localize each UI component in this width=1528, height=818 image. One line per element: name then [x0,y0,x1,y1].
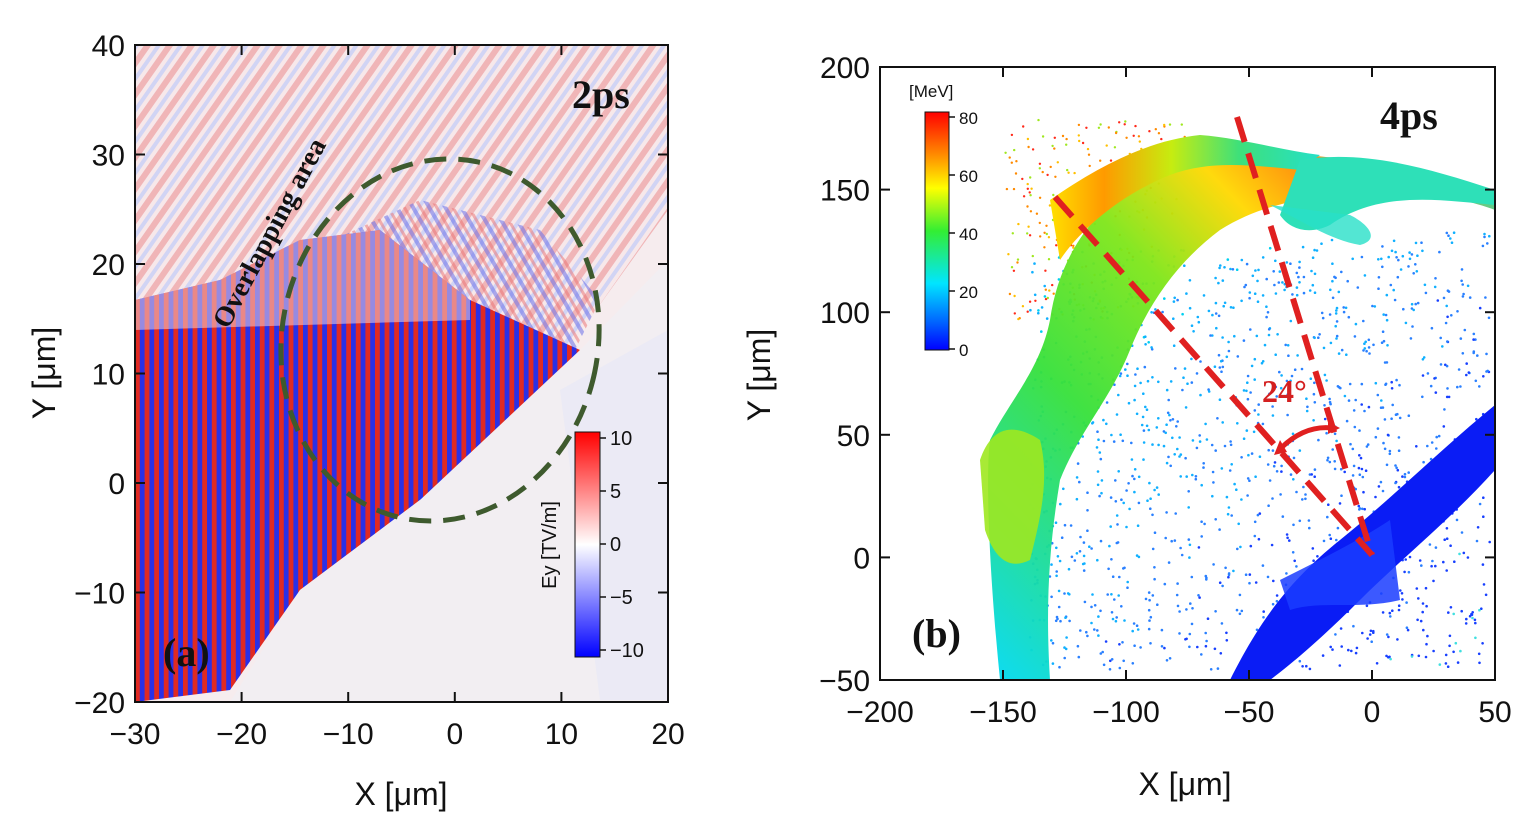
colorbar-b-title: [MeV] [909,82,953,101]
ylabel-b: Y [μm] [741,329,777,422]
time-label-b: 4ps [1380,93,1438,138]
y-tick-label: −20 [74,687,125,720]
x-tick-label: 10 [545,718,578,751]
colorbar-a: Ey [TV/m] 10 5 0 −5 −10 [539,428,644,662]
scatter-particles [880,67,1495,680]
time-label-a: 2ps [572,72,630,117]
y-tick-label: 30 [92,140,125,173]
plot-frame-b [879,66,1496,681]
x-tick-label: −200 [846,696,914,729]
panel-a: Overlapping area 2ps (a) Ey [TV/m] 1050−… [26,30,685,812]
colorbar-tick-label: 40 [959,225,978,244]
heatmap-field [135,45,668,702]
overlap-ellipse [278,156,602,524]
x-tick-label: −20 [216,718,267,751]
xlabel-a: X [μm] [354,776,447,812]
colorbar-tick-label: −10 [610,640,644,662]
colorbar-tick-label: 5 [610,481,621,503]
colorbar-a-label: Ey [TV/m] [539,501,561,589]
x-tick-label: 0 [446,718,463,751]
x-tick-label: −150 [969,696,1037,729]
x-tick-label: 20 [651,718,684,751]
colorbar-tick-label: −5 [610,587,633,609]
y-tick-label: 150 [820,175,870,208]
xlabel-b: X [μm] [1138,766,1231,802]
x-tick-label: −50 [1224,696,1275,729]
y-tick-label: 100 [820,297,870,330]
colorbar-tick-label: 60 [959,167,978,186]
dashed-line-2 [1052,195,1375,557]
colorbar-b: [MeV] 80 60 40 20 0 [909,82,978,360]
y-tick-label: 20 [92,249,125,282]
y-tick-label: 0 [108,468,125,501]
x-tick-label: 50 [1478,696,1511,729]
colorbar-tick-label: 10 [610,428,632,450]
angle-arc [1279,425,1333,450]
panel-label-a: (a) [163,630,210,675]
colorbar-tick-label: 0 [610,534,621,556]
panel-label-b: (b) [912,611,961,656]
y-tick-label: 0 [853,542,870,575]
x-tick-label: −10 [323,718,374,751]
x-tick-label: −100 [1092,696,1160,729]
y-tick-label: 10 [92,359,125,392]
colorbar-tick-label: 80 [959,109,978,128]
ylabel-a: Y [μm] [26,327,62,420]
y-tick-label: 50 [837,420,870,453]
colorbar-tick-label: 0 [959,341,968,360]
y-tick-label: 200 [820,52,870,85]
x-tick-label: −30 [110,718,161,751]
y-tick-label: −50 [819,665,870,698]
x-tick-label: 0 [1364,696,1381,729]
y-tick-label: 40 [92,30,125,63]
colorbar-tick-label: 20 [959,283,978,302]
y-tick-label: −10 [74,578,125,611]
angle-annotation: 24° [1262,373,1307,409]
dashed-line-1 [1234,116,1375,556]
